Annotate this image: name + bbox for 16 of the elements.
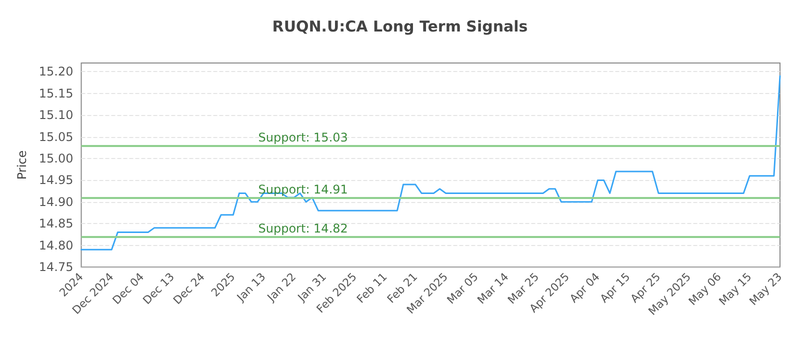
ref-line-label: Support: 14.82 bbox=[258, 222, 348, 236]
line-series bbox=[80, 75, 781, 250]
ref-line-label: Support: 15.03 bbox=[258, 130, 348, 144]
y-tick-label: 15.15 bbox=[38, 86, 74, 100]
y-tick-label: 14.80 bbox=[38, 238, 74, 252]
y-tick-label: 14.90 bbox=[38, 194, 74, 209]
ref-line-label: Support: 14.91 bbox=[258, 182, 348, 197]
y-tick-label: 15.20 bbox=[38, 64, 74, 79]
y-axis-title: Price bbox=[15, 150, 29, 180]
y-tick-label: 15.00 bbox=[38, 151, 74, 166]
y-tick-label: 14.75 bbox=[38, 260, 74, 274]
y-tick-label: 15.05 bbox=[38, 130, 74, 144]
chart-title: RUQN.U:CA Long Term Signals bbox=[272, 18, 528, 36]
y-tick-label: 14.95 bbox=[38, 173, 74, 188]
y-tick-label: 15.10 bbox=[38, 108, 74, 122]
y-tick-label: 14.85 bbox=[38, 216, 74, 231]
